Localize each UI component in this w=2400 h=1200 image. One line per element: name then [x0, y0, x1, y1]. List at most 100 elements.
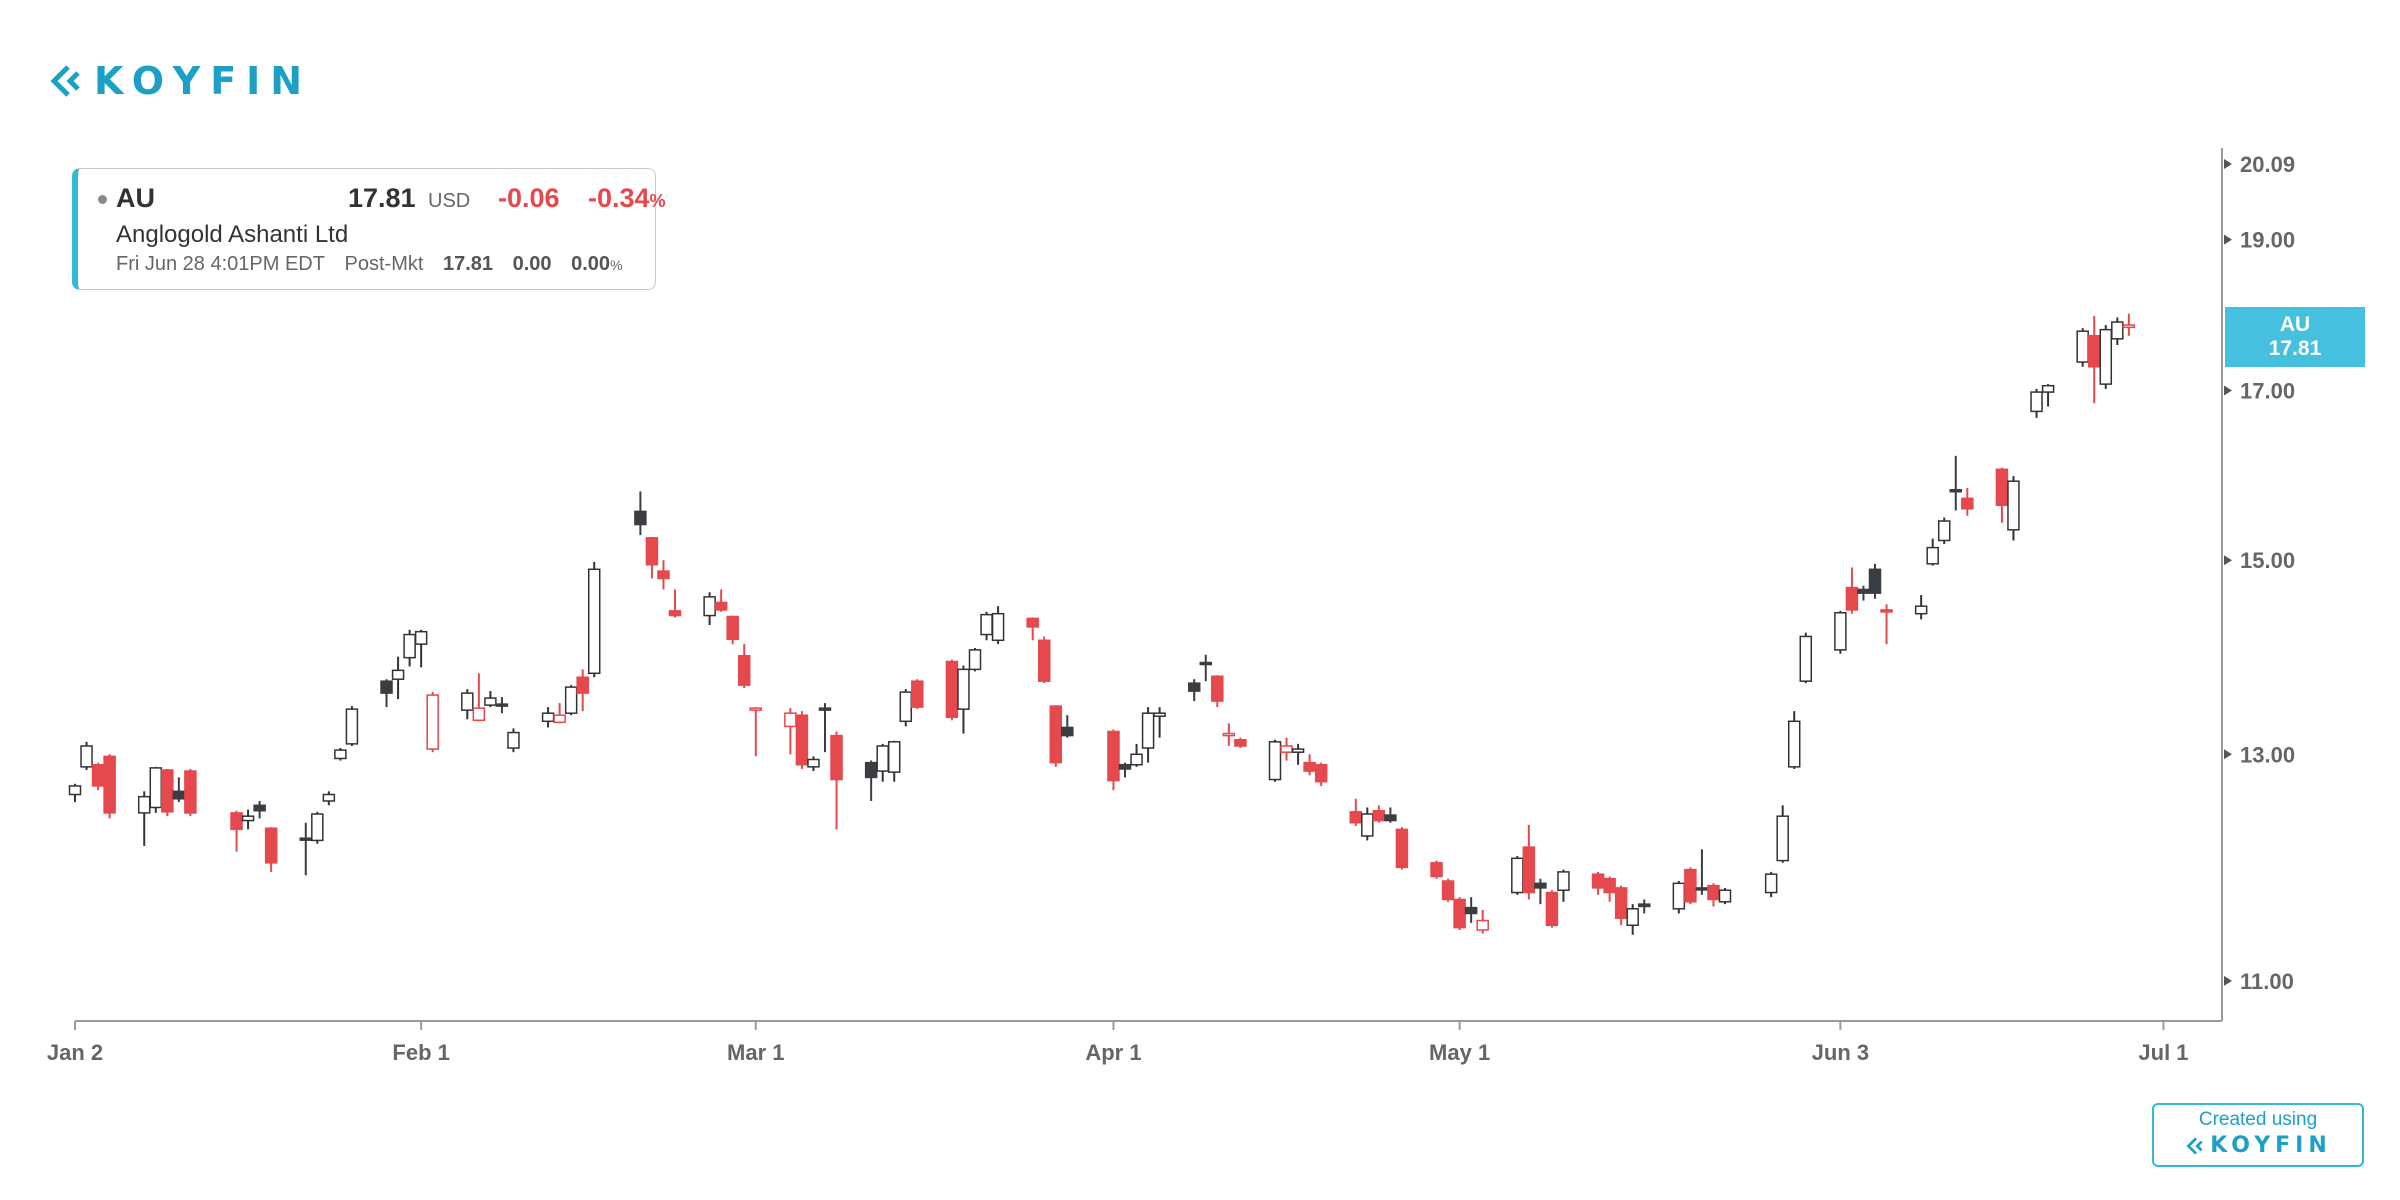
candle-body [91, 764, 105, 787]
candle-body [1441, 880, 1455, 901]
koyfin-wordmark: KOYFIN [94, 59, 313, 103]
candle-body [507, 731, 520, 749]
candle-body [1130, 753, 1143, 766]
x-axis: Jan 2 Feb 1 Mar 1 Apr 1 May 1 Jun 3 Jul 1 [47, 1021, 2189, 1065]
y-tick-label: 13.00 [2240, 742, 2295, 767]
quote-timestamp: Fri Jun 28 4:01PM EDT [116, 253, 325, 275]
candle-body [818, 707, 832, 711]
candle-body [1995, 468, 2009, 507]
candle [1199, 654, 1213, 682]
candle-body [345, 708, 359, 745]
candle [2111, 317, 2124, 345]
candle-body [311, 813, 324, 842]
candle-body [2111, 321, 2124, 340]
koyfin-badge-icon [2186, 1136, 2203, 1155]
candle-body [241, 815, 255, 822]
candle [495, 697, 509, 714]
candle-body [495, 703, 509, 707]
candle [1211, 675, 1224, 708]
candle [830, 731, 843, 830]
candle-body [737, 654, 751, 686]
candle [1141, 707, 1155, 763]
candle [553, 703, 566, 724]
candle-body [668, 610, 682, 617]
candle [737, 644, 751, 689]
candle [668, 589, 682, 618]
y-tick-mark [2224, 749, 2232, 760]
candle [1937, 517, 1951, 545]
candle-body [945, 660, 959, 718]
candle [576, 669, 589, 712]
percent-change: -0.34% [588, 183, 666, 214]
y-tick-label: 11.00 [2240, 969, 2294, 994]
candle-body [403, 633, 416, 659]
candle [1776, 805, 1789, 863]
post-market-pct-sign: % [610, 257, 623, 273]
candle-body [161, 769, 174, 813]
post-market-change: 0.00 [512, 253, 552, 275]
candle-body [1534, 882, 1547, 889]
candle-body [2030, 391, 2043, 413]
candle [1695, 849, 1709, 895]
candle-body [553, 714, 566, 724]
candle [1637, 899, 1651, 914]
candle [2122, 313, 2136, 336]
candle [1522, 824, 1536, 900]
candle-body [80, 745, 93, 768]
candle-body [1211, 675, 1224, 702]
candle-body [103, 755, 116, 814]
created-using-badge[interactable]: Created using KOYFIN [2152, 1103, 2364, 1167]
candle-body [1280, 745, 1293, 753]
candle [1672, 881, 1686, 914]
candle [1626, 904, 1639, 935]
candle-body [1234, 739, 1247, 747]
y-tick-label: 20.09 [2240, 152, 2295, 177]
candle-body [1314, 764, 1328, 783]
candle [1614, 885, 1628, 926]
candle [991, 606, 1005, 645]
candle [1464, 897, 1478, 923]
x-tick-label: Feb 1 [392, 1040, 449, 1065]
candle [149, 766, 163, 813]
candle-body [2007, 480, 2020, 531]
post-market-pct: 0.00 [571, 253, 611, 275]
status-dot [98, 195, 107, 204]
candle [1787, 711, 1801, 769]
candle-body [184, 770, 197, 814]
candle [345, 706, 359, 746]
candle-body [749, 707, 763, 711]
candle-body [1522, 846, 1536, 894]
candle-body [68, 785, 82, 796]
candle-body [1799, 635, 1813, 682]
candle [1880, 604, 1893, 645]
candle-body [1303, 761, 1316, 772]
candle [103, 754, 116, 819]
candle [2076, 328, 2089, 367]
candle-body [1026, 617, 1039, 628]
last-price: 17.81 [348, 183, 416, 213]
candle-body [1591, 873, 1605, 889]
candle-body [172, 790, 186, 800]
candle-body [980, 613, 993, 636]
candle-body [726, 615, 739, 641]
candle [1349, 798, 1363, 827]
candle [1118, 762, 1132, 778]
candle-body [564, 686, 578, 714]
candle [1926, 538, 1939, 566]
candle [1314, 762, 1328, 786]
candle [1557, 869, 1570, 902]
quote-panel[interactable]: AU 17.81 USD -0.06 -0.34% Anglogold Asha… [72, 168, 666, 290]
candle [541, 707, 555, 728]
candle-body [334, 749, 347, 760]
candle-body [1845, 586, 1859, 611]
candle [899, 689, 913, 727]
y-tick-mark [2224, 234, 2232, 245]
candle-body [1384, 814, 1397, 822]
candle [1684, 867, 1697, 905]
candle [1153, 707, 1166, 738]
candle-body [2087, 335, 2101, 368]
candle [1430, 860, 1443, 879]
candle-body [1361, 813, 1374, 837]
ticker-symbol: AU [116, 183, 155, 213]
